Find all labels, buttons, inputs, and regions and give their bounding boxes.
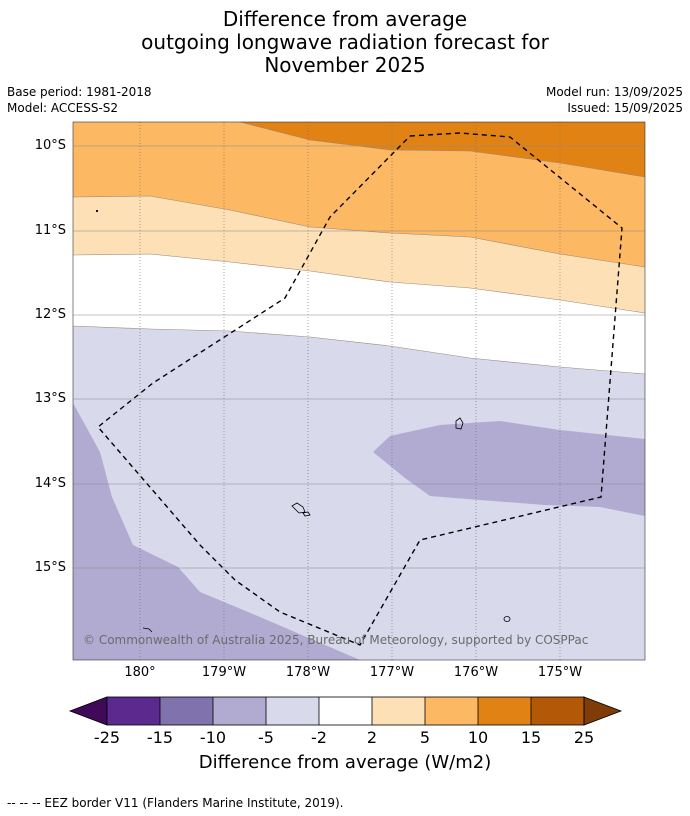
title-line-1: Difference from average: [222, 7, 468, 31]
cbar-tick-m2: -2: [311, 728, 327, 747]
cbar-dividers: [159, 697, 532, 725]
model-name: Model: ACCESS-S2: [7, 101, 119, 115]
cbar-tick-m5: -5: [258, 728, 274, 747]
islands: [95, 209, 511, 633]
lon-label-178w: 178°W: [285, 665, 331, 680]
island-futuna: [291, 502, 306, 514]
cbar-frame: [106, 696, 585, 726]
contour-lines: [73, 122, 645, 375]
islet-northwest: [95, 209, 99, 213]
cbar-tick-p10: 10: [467, 728, 489, 747]
eez-legend: -- -- -- EEZ border V11 (Flanders Marine…: [7, 796, 344, 810]
zone-minus5-minus10-east: [373, 421, 645, 516]
contour-neutral: [73, 325, 645, 375]
cbar-tick-m10: -10: [199, 728, 227, 747]
cbar-m25-m15: [107, 697, 160, 725]
lon-label-180: 180°: [124, 665, 156, 680]
graticule: [73, 122, 645, 660]
lat-label-11s: 11°S: [34, 223, 66, 238]
cbar-tick-m25: -25: [93, 728, 121, 747]
cbar-p15-p25: [531, 697, 584, 725]
cbar-m2-p2: [319, 697, 372, 725]
lon-label-179w: 179°W: [201, 665, 247, 680]
meta-left: Base period: 1981-2018 Model: ACCESS-S2: [7, 84, 152, 116]
issued-date: Issued: 15/09/2025: [567, 101, 683, 115]
cbar-tick-p5: 5: [419, 728, 431, 747]
cbar-extend-high: [583, 696, 623, 726]
meta-right: Model run: 13/09/2025 Issued: 15/09/2025: [546, 84, 683, 116]
lat-label-13s: 13°S: [34, 391, 66, 406]
title-line-3: November 2025: [264, 53, 426, 77]
title-line-2: outgoing longwave radiation forecast for: [141, 30, 549, 54]
lon-label-175w: 175°W: [537, 665, 583, 680]
contour-plus10: [239, 122, 645, 178]
cbar-p5-p10: [425, 697, 478, 725]
contour-plus2: [73, 253, 645, 314]
lat-label-14s: 14°S: [34, 476, 66, 491]
cbar-tick-m15: -15: [146, 728, 174, 747]
map-title: Difference from average outgoing longwav…: [0, 8, 690, 77]
zone-minus5-minus10-southwest: [73, 403, 360, 660]
map-panel: [72, 121, 646, 661]
island-wallis: [455, 417, 464, 430]
lon-label-176w: 176°W: [453, 665, 499, 680]
cbar-m10-m5: [213, 697, 266, 725]
cbar-p10-p15: [478, 697, 531, 725]
map-frame: [72, 121, 646, 661]
base-period: Base period: 1981-2018: [7, 85, 152, 99]
cbar-m15-m10: [160, 697, 213, 725]
lat-label-15s: 15°S: [34, 560, 66, 575]
lat-label-10s: 10°S: [34, 138, 66, 153]
cbar-tick-p15: 15: [520, 728, 542, 747]
island-alofi: [302, 511, 311, 517]
eez-border: [96, 132, 623, 646]
anomaly-field: [73, 122, 645, 660]
cbar-tick-p2: 2: [366, 728, 378, 747]
island-southwest: [142, 627, 153, 633]
cbar-tick-p25: 25: [573, 728, 595, 747]
zone-plus10-plus15: [240, 122, 645, 177]
contour-plus5: [73, 195, 645, 268]
lat-label-12s: 12°S: [34, 307, 66, 322]
colorbar-title: Difference from average (W/m2): [198, 752, 492, 773]
model-run: Model run: 13/09/2025: [545, 85, 683, 99]
copyright-notice: © Commonwealth of Australia 2025, Bureau…: [83, 633, 589, 647]
cbar-p2-p5: [372, 697, 425, 725]
cbar-m5-m2: [266, 697, 319, 725]
cbar-extend-low: [68, 696, 108, 726]
island-small-south: [503, 616, 511, 622]
lon-label-177w: 177°W: [369, 665, 415, 680]
colorbar: [68, 696, 623, 726]
